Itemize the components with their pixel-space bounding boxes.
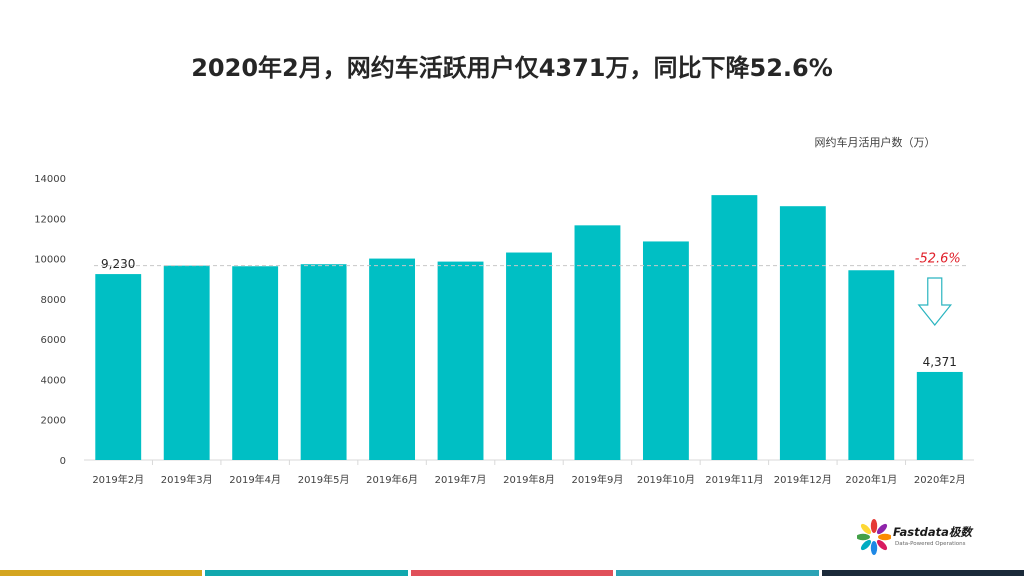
x-tick-label: 2019年6月 [366, 473, 418, 486]
bar-2019年11月 [711, 195, 758, 460]
bar-2020年1月 [848, 270, 895, 460]
chart-title: 2020年2月，网约车活跃用户仅4371万，同比下降52.6% [191, 54, 833, 82]
bar-2020年2月 [916, 371, 963, 460]
footer-color-bar [0, 570, 1024, 576]
bar-2019年5月 [300, 264, 347, 460]
x-tick-label: 2019年3月 [161, 473, 213, 486]
x-tick-label: 2019年2月 [92, 473, 144, 486]
bar-2019年4月 [232, 266, 279, 460]
footer-segment [205, 570, 408, 576]
footer-segment [410, 570, 614, 576]
bar-2019年8月 [506, 252, 552, 460]
bar-2019年12月 [779, 206, 826, 460]
bar-2019年3月 [163, 265, 210, 460]
bar-2019年6月 [369, 258, 416, 460]
bar-2019年9月 [574, 225, 621, 460]
data-label: 9,230 [101, 257, 135, 271]
down-arrow-icon [917, 277, 953, 326]
y-tick-label: 8000 [41, 295, 66, 306]
x-tick-label: 2019年11月 [705, 473, 763, 486]
data-label: 4,371 [923, 355, 957, 369]
change-annotation: -52.6% [915, 252, 961, 267]
bar-2019年7月 [437, 261, 484, 460]
chart-labels: 9,230 4,371 -52.6% [94, 252, 968, 369]
footer-segment [0, 570, 203, 576]
x-tick-label: 2020年1月 [845, 473, 897, 486]
logo-name: Fastdata极数 [893, 525, 972, 539]
y-tick-label: 6000 [41, 335, 66, 346]
x-tick-label: 2019年12月 [774, 473, 832, 486]
x-tick-label: 2019年8月 [503, 473, 555, 486]
logo-tagline: Data-Powered Operations [895, 541, 966, 547]
y-tick-label: 0 [60, 456, 66, 467]
y-tick-label: 12000 [34, 214, 66, 225]
y-tick-label: 10000 [34, 255, 66, 266]
footer-segment [821, 570, 1024, 576]
x-tick-label: 2019年5月 [298, 473, 350, 486]
y-tick-label: 2000 [41, 416, 66, 427]
x-tick-label: 2019年7月 [435, 473, 487, 486]
unit-label: 网约车月活用户数（万） [814, 136, 936, 149]
x-tick-label: 2019年10月 [637, 473, 695, 486]
footer-segment [616, 570, 819, 576]
bar-2019年10月 [642, 241, 689, 460]
y-tick-label: 14000 [34, 174, 66, 185]
x-tick-label: 2019年4月 [229, 473, 281, 486]
x-tick-label: 2019年9月 [572, 473, 624, 486]
x-tick-label: 2020年2月 [914, 473, 966, 486]
y-tick-label: 4000 [41, 375, 66, 386]
fastdata-logo: Fastdata极数 Data-Powered Operations [856, 518, 997, 558]
chart-bars [95, 195, 963, 460]
bar-2019年2月 [95, 274, 142, 460]
pinwheel-logo-icon [856, 519, 892, 555]
